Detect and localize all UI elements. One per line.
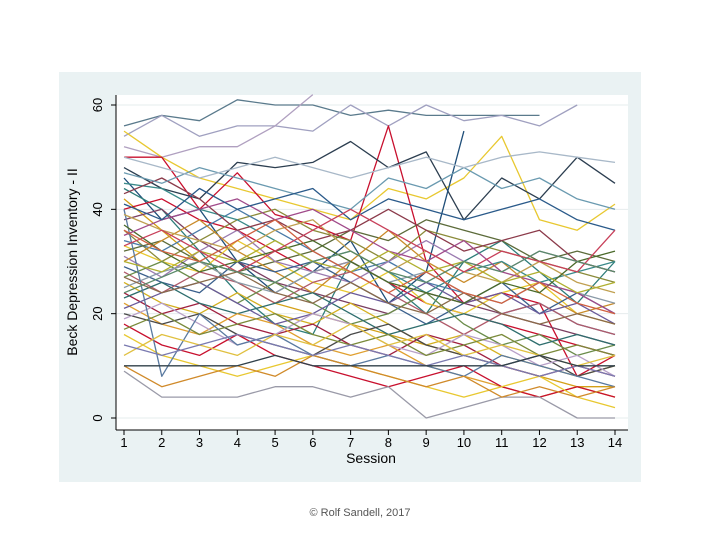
series-line-2 xyxy=(123,104,578,137)
series-line-33 xyxy=(123,370,615,419)
y-tick-label-3: 60 xyxy=(90,98,105,112)
series-line-49 xyxy=(123,151,616,179)
series-line-6 xyxy=(123,140,616,221)
x-tick-label-4: 5 xyxy=(271,435,278,450)
y-axis-label: Beck Depression Inventory - II xyxy=(64,168,80,356)
x-tick-label-5: 6 xyxy=(309,435,316,450)
copyright-notice: © Rolf Sandell, 2017 xyxy=(309,507,411,519)
series-line-17 xyxy=(123,219,616,315)
series-line-40 xyxy=(123,198,616,315)
y-tick-label-1: 20 xyxy=(90,306,105,320)
series-line-3 xyxy=(123,94,314,158)
series-line-44 xyxy=(123,208,616,273)
series-line-47 xyxy=(123,333,616,377)
x-tick-label-8: 9 xyxy=(423,435,430,450)
series-line-26 xyxy=(123,281,616,325)
series-line-34 xyxy=(123,354,616,398)
x-tick-label-2: 3 xyxy=(196,435,203,450)
x-tick-label-12: 13 xyxy=(570,435,584,450)
x-axis-label: Session xyxy=(346,450,396,466)
x-tick-label-9: 10 xyxy=(457,435,471,450)
x-tick-label-7: 8 xyxy=(385,435,392,450)
series-line-30 xyxy=(123,313,616,357)
series-line-46 xyxy=(123,323,616,367)
series-line-5 xyxy=(124,125,616,377)
series-line-45 xyxy=(123,250,616,294)
x-tick-label-6: 7 xyxy=(347,435,354,450)
y-tick-label-0: 0 xyxy=(90,414,105,421)
x-tick-label-13: 14 xyxy=(608,435,622,450)
x-tick-label-11: 12 xyxy=(532,435,546,450)
series-line-37 xyxy=(123,166,616,210)
chart-panel: 0 20 40 60 1 2 3 4 5 6 7 8 9 10 11 12 13 14 Session Beck … xyxy=(59,72,641,482)
x-tick-label-10: 11 xyxy=(495,435,509,450)
series-line-41 xyxy=(123,187,616,231)
y-tick-label-2: 40 xyxy=(90,202,105,216)
series-line-39 xyxy=(123,224,616,304)
x-tick-label-1: 2 xyxy=(158,435,165,450)
series-line-48 xyxy=(124,354,615,367)
series-line-32 xyxy=(123,209,616,388)
series-line-4 xyxy=(123,130,616,231)
x-tick-label-0: 1 xyxy=(120,435,127,450)
series-line-50 xyxy=(123,219,616,315)
x-tick-label-3: 4 xyxy=(234,435,241,450)
series-line-24 xyxy=(123,281,616,346)
series-line-1 xyxy=(123,99,540,127)
series-line-29 xyxy=(123,323,616,398)
series-line-43 xyxy=(123,271,616,325)
